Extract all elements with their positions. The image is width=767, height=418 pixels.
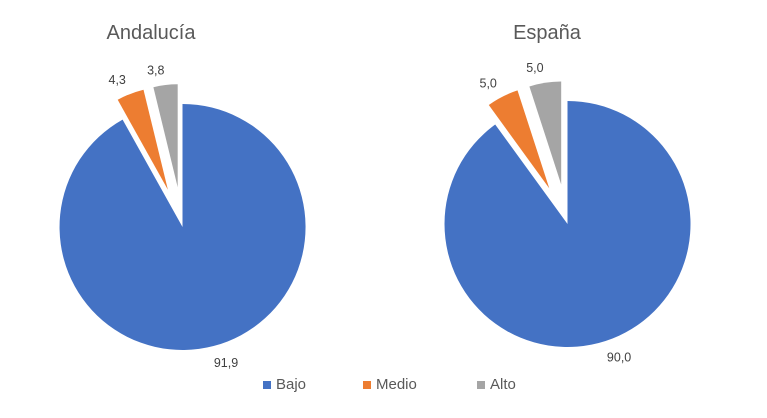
legend-item-bajo: Bajo [263,376,306,394]
data-label-andalucia-alto: 3,8 [147,63,164,77]
legend-swatch-medio-icon [363,381,371,389]
legend-label-alto: Alto [490,376,516,393]
data-label-espana-bajo: 90,0 [607,350,631,364]
legend-swatch-bajo-icon [263,381,271,389]
pie-title-espana: España [513,22,581,44]
legend-label-medio: Medio [376,376,417,393]
legend-label-bajo: Bajo [276,376,307,393]
legend-item-medio: Medio [363,376,417,394]
data-label-andalucia-medio: 4,3 [109,73,126,87]
legend-item-alto: Alto [477,376,516,394]
data-label-espana-medio: 5,0 [480,76,497,90]
pie-slice-espana-medio [488,90,550,189]
pie-slice-espana-alto [529,81,562,185]
pie-slice-andalucia-medio [117,89,168,190]
data-label-espana-alto: 5,0 [526,61,543,75]
pie-chart-andalucia: 91,9 4,3 3,8 [59,63,306,370]
data-label-andalucia-bajo: 91,9 [214,356,238,370]
chart-legend: Bajo Medio Alto [0,376,767,396]
pie-title-andalucia: Andalucía [106,22,196,44]
legend-swatch-alto-icon [477,381,485,389]
pie-slice-andalucia-bajo [59,103,306,351]
pie-slice-andalucia-alto [153,84,178,188]
pie-slice-espana-bajo [444,101,691,347]
pie-chart-espana: 90,0 5,0 5,0 [444,61,691,364]
